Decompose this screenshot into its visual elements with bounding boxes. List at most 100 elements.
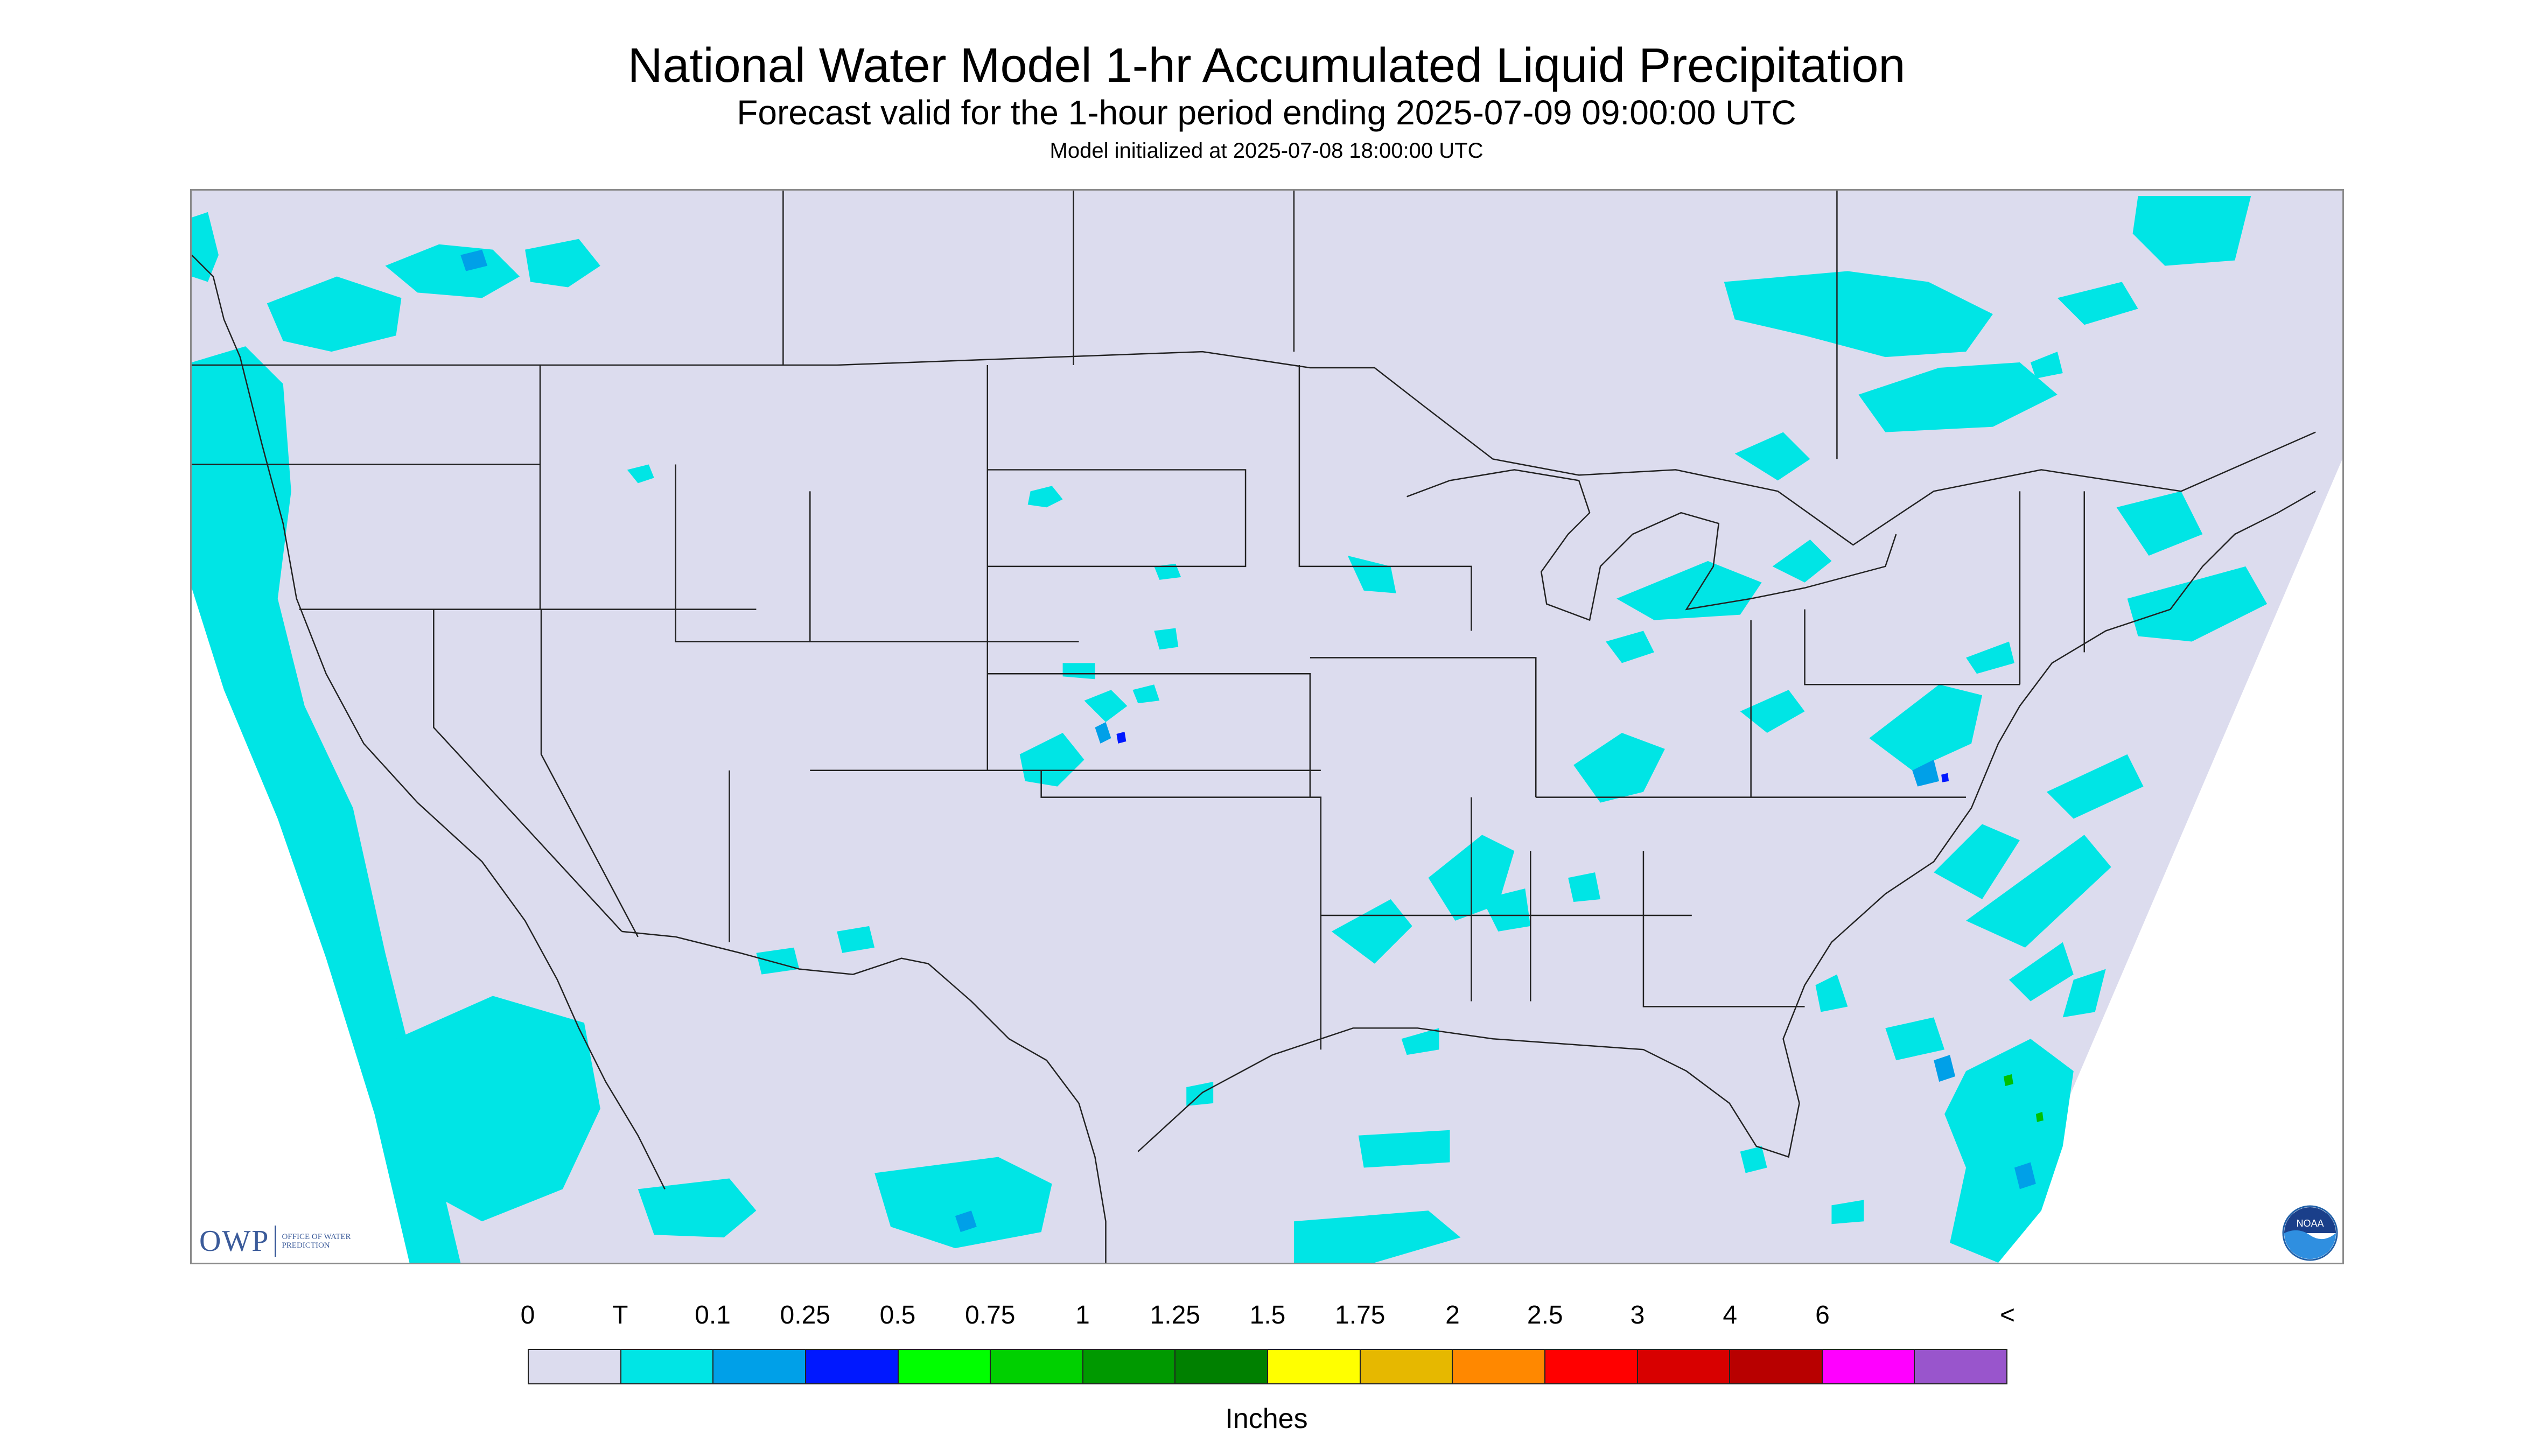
legend-swatch bbox=[898, 1350, 991, 1383]
precip-area bbox=[837, 926, 875, 953]
precipitation-map[interactable] bbox=[190, 189, 2344, 1264]
precip-area bbox=[1347, 555, 1396, 593]
precip-heavy-areas bbox=[1116, 731, 1949, 782]
state-border bbox=[1804, 609, 2020, 685]
precip-area bbox=[638, 1178, 757, 1238]
state-border bbox=[987, 469, 1247, 568]
precip-area bbox=[385, 244, 520, 298]
legend-tick-label: 6 bbox=[1815, 1301, 1830, 1329]
legend-swatch bbox=[621, 1350, 714, 1383]
precip-area bbox=[460, 249, 488, 271]
legend-tick-label: 2.5 bbox=[1527, 1301, 1563, 1329]
legend-tick-label: 1 bbox=[1075, 1301, 1090, 1329]
precip-area bbox=[1293, 1210, 1461, 1263]
precip-area bbox=[2132, 195, 2251, 266]
model-init-line: Model initialized at 2025-07-08 18:00:00… bbox=[1049, 139, 1484, 163]
legend-swatch bbox=[1083, 1350, 1176, 1383]
precip-area bbox=[1116, 731, 1126, 744]
precip-area bbox=[2062, 969, 2106, 1018]
legend-swatch bbox=[1360, 1350, 1453, 1383]
legend-swatch bbox=[1915, 1350, 2006, 1383]
legend-swatch bbox=[1822, 1350, 1915, 1383]
precip-area bbox=[1772, 540, 1832, 583]
precip-area bbox=[1401, 1028, 1439, 1055]
legend-tick-labels: 0 T 0.1 0.25 0.5 0.75 1 1.25 1.5 1.75 2 2.5 3 4 6 < bbox=[0, 1300, 2533, 1338]
precip-moderate-areas bbox=[460, 249, 2036, 1233]
map-canvas bbox=[192, 191, 2342, 1263]
legend-tick-label: 1.25 bbox=[1150, 1301, 1200, 1329]
precip-area bbox=[1858, 362, 2058, 432]
precip-area bbox=[1941, 773, 1949, 782]
precip-area bbox=[1154, 563, 1181, 580]
noaa-logo-text: NOAA bbox=[2296, 1218, 2324, 1229]
legend-tick-label: 0.75 bbox=[965, 1301, 1016, 1329]
great-lakes-outline bbox=[1407, 469, 1897, 621]
precip-area bbox=[1358, 1130, 1450, 1168]
legend-swatch bbox=[1545, 1350, 1638, 1383]
precip-area bbox=[2014, 1162, 2036, 1189]
precip-area bbox=[1966, 641, 2014, 674]
precip-area bbox=[2003, 1074, 2013, 1086]
state-border bbox=[1040, 770, 1322, 1050]
state-border bbox=[987, 673, 1311, 797]
precip-area bbox=[1084, 690, 1128, 723]
legend-tick-label: 0 bbox=[520, 1301, 535, 1329]
precip-area bbox=[1912, 759, 1940, 787]
noaa-logo: NOAA bbox=[2282, 1205, 2338, 1261]
legend-tick-label: 3 bbox=[1630, 1301, 1645, 1329]
geographic-boundaries bbox=[192, 191, 2316, 1263]
precip-area bbox=[525, 239, 600, 288]
owp-divider bbox=[275, 1226, 277, 1257]
precip-area bbox=[1154, 628, 1179, 650]
gulf-coastline bbox=[1137, 491, 2316, 1158]
state-border bbox=[1642, 851, 1805, 1007]
precip-green-areas bbox=[2003, 1074, 2044, 1122]
state-border bbox=[1310, 657, 1537, 797]
legend-swatch bbox=[713, 1350, 806, 1383]
legend-swatch bbox=[1638, 1350, 1731, 1383]
legend-tick-label: 4 bbox=[1723, 1301, 1738, 1329]
state-border bbox=[433, 609, 622, 932]
precip-area bbox=[1734, 432, 1810, 481]
us-mexico-border bbox=[621, 930, 1107, 1263]
precip-area bbox=[874, 1157, 1052, 1249]
precip-area bbox=[1095, 722, 1111, 744]
legend-tick-label: T bbox=[612, 1301, 628, 1329]
legend-tick-label: 1.75 bbox=[1335, 1301, 1386, 1329]
precip-area bbox=[2030, 352, 2063, 379]
precip-area bbox=[1482, 888, 1531, 932]
legend-swatch bbox=[529, 1350, 621, 1383]
precip-area bbox=[1573, 732, 1665, 803]
legend-tick-label: 0.5 bbox=[879, 1301, 916, 1329]
us-canada-border bbox=[192, 351, 2316, 546]
precip-area bbox=[955, 1210, 977, 1233]
precip-area bbox=[1869, 684, 1983, 771]
precip-area bbox=[1740, 1146, 1767, 1173]
precip-area bbox=[1724, 271, 1993, 358]
legend-colorbar bbox=[528, 1349, 2007, 1384]
precip-area bbox=[756, 947, 800, 975]
precip-area bbox=[2057, 282, 2138, 325]
precip-area bbox=[1934, 1055, 1956, 1082]
precip-area bbox=[1740, 690, 1805, 733]
precip-area bbox=[2009, 942, 2074, 1002]
legend-tick-label: 2 bbox=[1445, 1301, 1460, 1329]
owp-logo: OWP OFFICE OF WATER PREDICTION bbox=[199, 1222, 352, 1260]
precip-area bbox=[2035, 1111, 2044, 1122]
legend-tick-label: 1.5 bbox=[1249, 1301, 1286, 1329]
legend-tick-label: < bbox=[1999, 1301, 2016, 1329]
precip-area bbox=[192, 212, 219, 282]
legend-swatch bbox=[1730, 1350, 1823, 1383]
precip-area bbox=[1606, 631, 1654, 663]
legend-tick-label: 0.1 bbox=[695, 1301, 731, 1329]
legend-swatch bbox=[1175, 1350, 1268, 1383]
precip-area bbox=[1568, 872, 1601, 902]
precip-area bbox=[1885, 1017, 1945, 1061]
legend-swatch bbox=[1453, 1350, 1545, 1383]
legend-swatch bbox=[806, 1350, 899, 1383]
precip-area bbox=[1831, 1200, 1864, 1224]
precip-area bbox=[192, 346, 461, 1263]
precip-area bbox=[627, 464, 654, 484]
precip-area bbox=[1132, 684, 1160, 704]
legend-swatch bbox=[1268, 1350, 1361, 1383]
